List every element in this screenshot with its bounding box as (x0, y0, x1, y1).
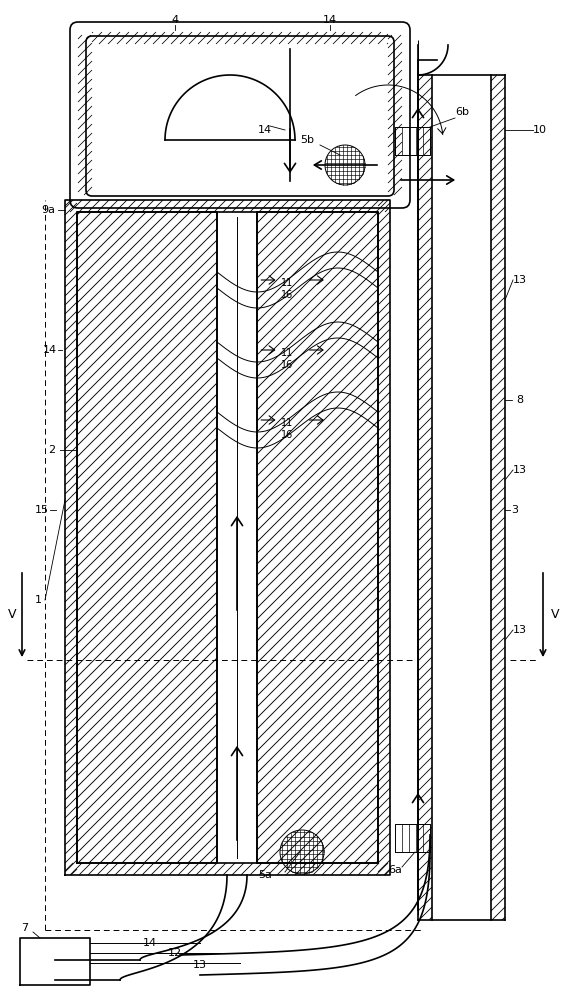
Text: 14: 14 (43, 345, 57, 355)
Text: 12: 12 (168, 948, 182, 958)
Text: 13: 13 (513, 465, 527, 475)
Text: 16: 16 (281, 430, 293, 440)
Text: 14: 14 (258, 125, 272, 135)
Text: 11: 11 (281, 278, 293, 288)
Text: 13: 13 (513, 625, 527, 635)
Text: 1: 1 (35, 595, 42, 605)
Text: 8: 8 (516, 395, 523, 405)
Text: 16: 16 (281, 290, 293, 300)
Text: 3: 3 (511, 505, 519, 515)
Text: 15: 15 (35, 505, 49, 515)
Text: 11: 11 (281, 348, 293, 358)
Text: 16: 16 (281, 360, 293, 370)
Text: 14: 14 (143, 938, 157, 948)
Text: V: V (551, 608, 559, 621)
Text: 13: 13 (193, 960, 207, 970)
Text: 5b: 5b (300, 135, 314, 145)
Text: 6a: 6a (388, 865, 402, 875)
Text: 4: 4 (171, 15, 178, 25)
Text: 6b: 6b (455, 107, 469, 117)
Text: 7: 7 (21, 923, 29, 933)
Text: 5a: 5a (258, 870, 272, 880)
Text: 14: 14 (323, 15, 337, 25)
Text: 11: 11 (281, 418, 293, 428)
Text: 2: 2 (48, 445, 55, 455)
Text: 13: 13 (513, 275, 527, 285)
Text: 10: 10 (533, 125, 547, 135)
Text: 9a: 9a (41, 205, 55, 215)
Text: V: V (8, 608, 16, 621)
